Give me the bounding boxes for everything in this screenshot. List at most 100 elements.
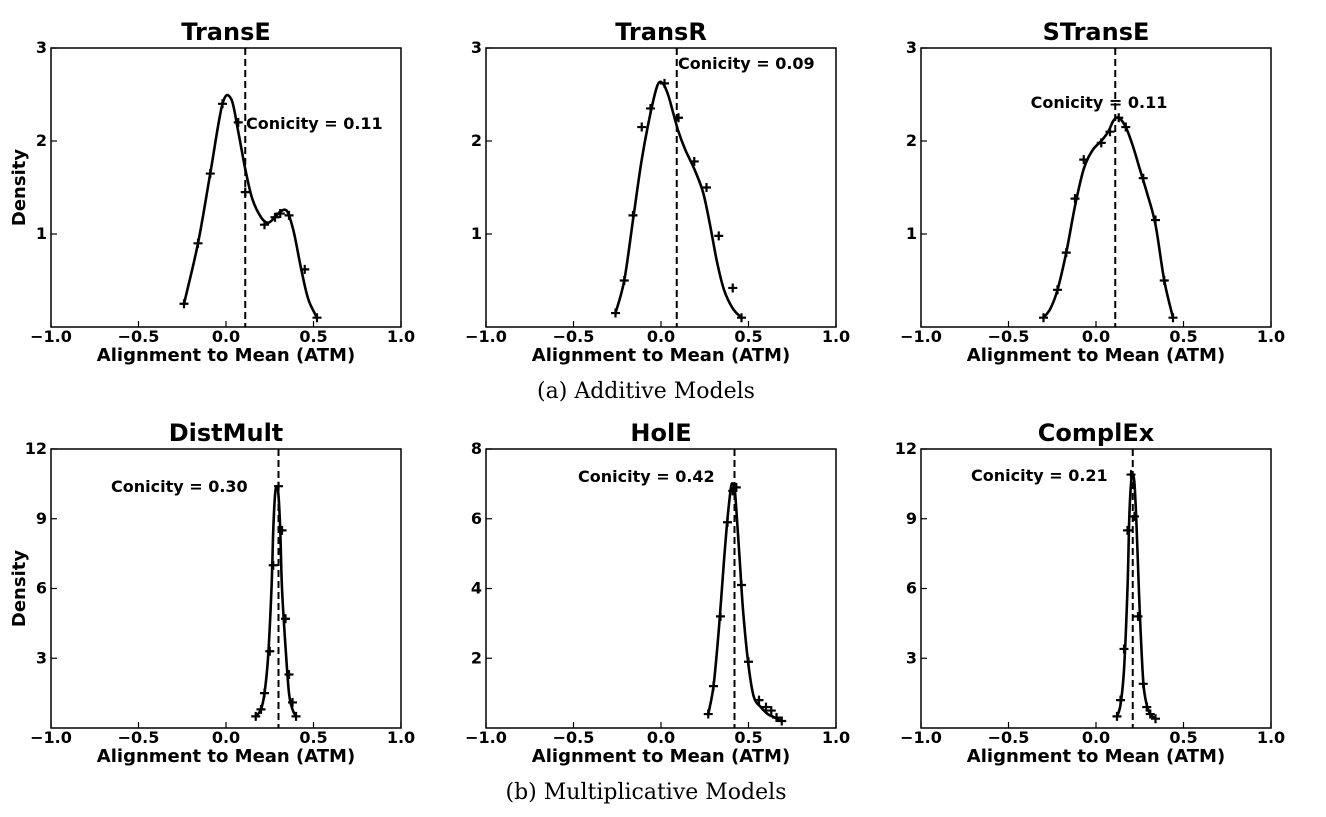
data-point (737, 313, 746, 323)
data-point (1168, 313, 1178, 323)
data-point (260, 688, 269, 698)
data-point (251, 711, 261, 721)
data-point (275, 209, 285, 219)
plot-frame (485, 47, 837, 328)
x-tick-label: 0.0 (647, 327, 675, 346)
data-point (754, 695, 764, 705)
x-tick-label: 0.5 (299, 728, 327, 747)
x-tick-label: −1.0 (900, 728, 942, 747)
data-point (1138, 173, 1148, 183)
y-tick-label: 12 (895, 439, 917, 458)
y-tick-label: 4 (471, 579, 482, 598)
data-point (1121, 122, 1131, 132)
conicity-annotation: Conicity = 0.30 (111, 477, 248, 496)
x-axis-label: Alignment to Mean (ATM) (97, 746, 355, 767)
data-point (1116, 695, 1125, 705)
data-point (703, 709, 713, 719)
panel-distmult: DistMult −1.0 −0.5 0.0 0.5 1.0 3 6 9 12 Alignment … (9, 419, 415, 767)
data-point (256, 704, 266, 714)
panel-hole: HolE −1.0 −0.5 0.0 0.5 1.0 2 4 6 8 Alignment to Me… (465, 419, 850, 767)
conicity-annotation: Conicity = 0.21 (971, 466, 1108, 485)
conicity-annotation: Conicity = 0.11 (1031, 93, 1168, 112)
data-point (270, 212, 280, 222)
density-curve (1042, 116, 1175, 319)
data-point (1119, 644, 1129, 654)
panel-transr: TransR −1.0 −0.5 0.0 0.5 1.0 1 2 3 Alignment to M… (465, 18, 850, 366)
y-tick-label: 2 (906, 131, 917, 150)
data-point (260, 220, 269, 230)
panel-title: HolE (630, 419, 691, 447)
y-axis-label: Density (9, 550, 30, 627)
y-tick-label: 3 (906, 38, 917, 57)
data-point (1112, 711, 1122, 721)
data-point (709, 681, 718, 691)
data-point (761, 702, 771, 712)
data-point (284, 670, 294, 680)
data-point (716, 611, 725, 621)
x-tick-label: 1.0 (822, 327, 850, 346)
x-tick-label: 0.5 (734, 728, 762, 747)
data-point (728, 283, 738, 293)
x-tick-label: 0.0 (1082, 728, 1110, 747)
data-point (277, 525, 287, 535)
plot-frame (50, 47, 402, 328)
x-tick-label: −0.5 (118, 728, 160, 747)
density-curve (706, 482, 783, 723)
data-point (1105, 127, 1115, 137)
x-axis-label: Alignment to Mean (ATM) (532, 345, 790, 366)
x-tick-label: 1.0 (387, 728, 415, 747)
panel-title: STransE (1043, 18, 1150, 46)
data-point (1130, 511, 1139, 521)
data-point (674, 113, 683, 123)
data-point (1096, 138, 1106, 148)
panel-title: ComplEx (1038, 419, 1155, 447)
data-point (1114, 113, 1124, 123)
data-point (1159, 276, 1169, 285)
plot-frame (920, 47, 1272, 328)
x-axis-label: Alignment to Mean (ATM) (967, 746, 1225, 767)
y-tick-label: 6 (906, 579, 917, 598)
data-point (193, 238, 203, 248)
data-point (1145, 709, 1155, 719)
plot-frame (485, 448, 837, 729)
x-tick-label: 0.5 (734, 327, 762, 346)
x-tick-label: 0.0 (212, 327, 240, 346)
data-point (1151, 215, 1160, 225)
x-tick-label: 1.0 (1257, 327, 1285, 346)
x-axis-label: Alignment to Mean (ATM) (967, 345, 1225, 366)
data-point (233, 117, 243, 127)
x-tick-label: −0.5 (118, 327, 160, 346)
x-tick-label: −0.5 (553, 327, 595, 346)
y-tick-label: 2 (471, 648, 482, 667)
x-tick-label: 1.0 (1257, 728, 1285, 747)
data-point (777, 716, 787, 726)
x-axis-label: Alignment to Mean (ATM) (532, 746, 790, 767)
data-point (1053, 285, 1062, 295)
y-tick-label: 6 (36, 579, 47, 598)
data-point (179, 299, 189, 309)
data-point (1151, 714, 1160, 724)
data-point (731, 482, 741, 492)
data-point (1123, 525, 1132, 535)
conicity-annotation: Conicity = 0.42 (578, 467, 715, 486)
data-point (205, 169, 215, 179)
data-point (619, 276, 629, 285)
data-point (1061, 248, 1071, 258)
data-point (274, 481, 283, 491)
x-tick-label: 0.5 (1169, 327, 1197, 346)
data-point (723, 517, 732, 527)
data-point (1070, 194, 1080, 204)
x-tick-label: 0.5 (299, 327, 327, 346)
panel-title: TransR (615, 18, 707, 46)
x-tick-label: −1.0 (900, 327, 942, 346)
data-point (218, 99, 227, 109)
data-point (646, 103, 655, 113)
data-point (702, 183, 711, 192)
data-point (737, 580, 746, 590)
data-point (660, 78, 669, 88)
plot-frame (920, 448, 1272, 729)
density-curve (1115, 473, 1157, 720)
y-tick-label: 2 (471, 131, 482, 150)
x-tick-label: −0.5 (988, 327, 1030, 346)
